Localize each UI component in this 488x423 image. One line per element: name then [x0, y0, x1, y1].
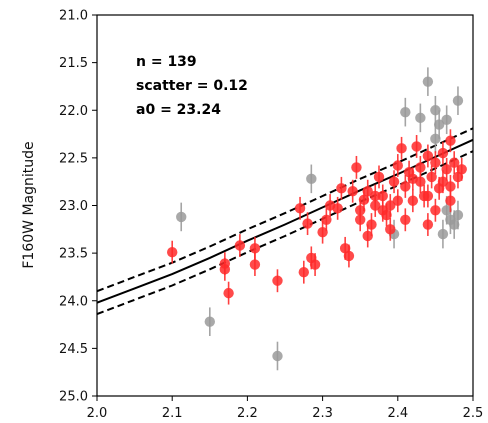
y-axis: 21.0 21.5 22.0 22.5 23.0 23.5 24.0 24.5 25.0: [59, 9, 97, 405]
included-point: [392, 160, 403, 171]
included-point: [347, 186, 358, 197]
fit-upper-bound: [96, 127, 474, 293]
y-tick-label: 22.0: [59, 104, 88, 119]
included-point: [272, 275, 283, 286]
excluded-point: [441, 114, 452, 125]
y-tick-label: 21.0: [59, 9, 88, 24]
included-point: [298, 266, 309, 278]
included-point: [449, 157, 460, 168]
plot-area: [96, 14, 474, 397]
y-tick-label: 24.5: [59, 342, 88, 357]
y-tick-label: 25.0: [59, 390, 88, 405]
included-point: [388, 176, 400, 187]
included-point: [294, 203, 306, 214]
included-point: [407, 195, 419, 206]
excluded-point: [306, 173, 317, 185]
included-point: [445, 135, 456, 146]
included-point: [430, 157, 441, 168]
excluded-point: [176, 211, 187, 223]
included-point: [385, 200, 396, 211]
included-point: [362, 186, 373, 197]
included-point: [377, 205, 388, 216]
excluded-point: [430, 133, 441, 145]
included-point: [321, 214, 332, 225]
excluded-point: [272, 350, 283, 362]
included-point: [223, 287, 234, 299]
x-tick-label: 2.1: [162, 406, 183, 421]
data-points: [167, 67, 467, 371]
included-point: [400, 181, 411, 192]
y-tick-label: 24.0: [59, 294, 88, 309]
x-tick-label: 2.2: [237, 406, 258, 421]
included-point: [422, 190, 434, 202]
included-point: [400, 214, 411, 225]
included-point: [422, 219, 434, 230]
included-point: [437, 176, 449, 187]
included-point: [437, 147, 449, 159]
y-axis-label: F160W Magnitude: [21, 141, 37, 268]
included-point: [396, 143, 407, 154]
included-point: [415, 176, 426, 187]
included-point: [332, 203, 343, 214]
y-tick-label: 23.5: [59, 247, 88, 262]
excluded-point: [204, 316, 215, 327]
excluded-point: [430, 105, 441, 116]
x-tick-label: 2.0: [87, 406, 108, 421]
included-point: [351, 162, 362, 173]
included-point: [411, 141, 422, 152]
included-point: [336, 183, 347, 194]
included-point: [234, 240, 246, 251]
excluded-point: [433, 119, 445, 130]
y-tick-label: 22.5: [59, 151, 88, 166]
y-tick-label: 23.0: [59, 199, 88, 214]
included-point: [441, 164, 452, 175]
included-point: [385, 224, 396, 235]
included-point: [358, 194, 370, 205]
included-point: [373, 171, 385, 183]
excluded-point: [441, 205, 452, 216]
x-tick-label: 2.4: [387, 406, 408, 421]
included-point: [362, 230, 373, 242]
excluded-point: [400, 106, 411, 118]
excluded-point: [449, 219, 460, 230]
included-point: [415, 162, 426, 173]
included-point: [430, 205, 441, 216]
included-point: [445, 195, 456, 206]
y-tick-label: 21.5: [59, 56, 88, 71]
included-point: [355, 214, 366, 225]
included-point: [366, 219, 377, 230]
x-axis: 2.0 2.1 2.2 2.3 2.4 2.5: [87, 396, 484, 421]
included-point: [456, 164, 467, 175]
included-point: [377, 190, 388, 202]
excluded-point: [437, 228, 449, 240]
included-point: [317, 226, 328, 238]
x-tick-label: 2.5: [463, 406, 484, 421]
excluded-point: [415, 112, 426, 124]
included-point: [392, 195, 403, 206]
included-point: [219, 264, 231, 275]
included-point: [302, 218, 313, 229]
included-point: [426, 171, 437, 183]
included-point: [249, 259, 261, 270]
included-point: [343, 250, 355, 262]
excluded-point: [452, 209, 464, 221]
excluded-point: [422, 76, 434, 87]
x-tick-label: 2.3: [312, 406, 333, 421]
annotation-n: n = 139: [136, 54, 197, 70]
excluded-point: [452, 95, 464, 106]
included-point: [167, 246, 178, 258]
included-point: [422, 150, 434, 162]
included-point: [370, 200, 381, 211]
annotation-scatter: scatter = 0.12: [136, 78, 248, 94]
included-point: [309, 259, 321, 270]
annotation-a0: a0 = 23.24: [136, 102, 221, 118]
included-point: [445, 181, 456, 192]
included-point: [249, 243, 261, 254]
